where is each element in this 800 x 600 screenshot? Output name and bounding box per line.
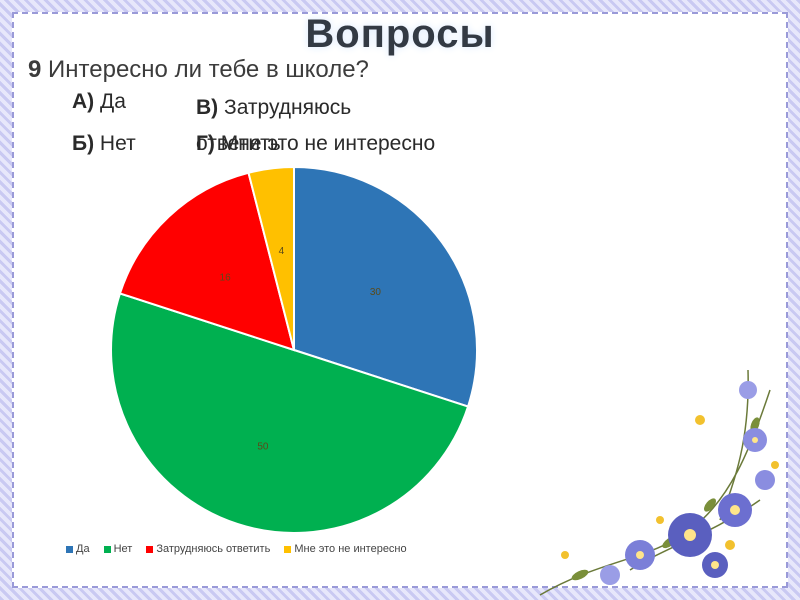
option-g: Г) Мне это не интересно (196, 132, 435, 156)
data-label-2: 50 (257, 442, 269, 453)
chart-legend: Да Нет Затрудняюсь ответить Мне это не инте… (66, 543, 407, 555)
option-b-letter: Б) (72, 132, 95, 155)
option-v-text: Затрудняюсь ответить (196, 96, 352, 155)
pie-slice-3 (118, 171, 296, 352)
pie-slice-1 (293, 165, 478, 408)
flower-decoration (539, 369, 779, 596)
legend-label-4: Мне это не интересно (294, 543, 407, 555)
option-a-text: Да (94, 90, 126, 113)
pie-slice-2 (110, 292, 470, 534)
legend-label-2: Нет (113, 543, 133, 555)
question-number: 9 (28, 56, 42, 83)
option-g-text: Мне это не интересно (214, 132, 436, 155)
option-v-letter: В) (196, 96, 219, 119)
legend-swatch-1 (66, 545, 73, 553)
option-b-text: Нет (94, 132, 136, 155)
option-v: В) Затрудняюсь ответить (196, 90, 426, 162)
option-g-letter: Г) (196, 132, 215, 155)
pie-slice-4 (247, 165, 295, 351)
legend-swatch-3 (146, 545, 154, 553)
legend-item-3: Затрудняюсь ответить (146, 543, 270, 555)
legend-item-4: Мне это не интересно (284, 543, 407, 555)
legend-item-1: Да (66, 543, 90, 555)
data-label-1: 30 (370, 287, 382, 298)
data-label-4: 4 (279, 246, 285, 257)
legend-swatch-4 (284, 545, 292, 553)
question: 9 Интересно ли тебе в школе? (28, 56, 369, 84)
option-b: Б) Нет (72, 132, 136, 156)
legend-label-3: Затрудняюсь ответить (156, 543, 271, 555)
data-label-3: 16 (220, 273, 232, 284)
slide-title: Вопросы (305, 12, 495, 56)
option-a: А) Да (72, 90, 126, 114)
legend-swatch-2 (103, 545, 111, 553)
legend-label-1: Да (76, 543, 90, 555)
legend-item-2: Нет (103, 543, 133, 555)
option-a-letter: А) (72, 90, 95, 113)
question-text: Интересно ли тебе в школе? (41, 56, 369, 83)
